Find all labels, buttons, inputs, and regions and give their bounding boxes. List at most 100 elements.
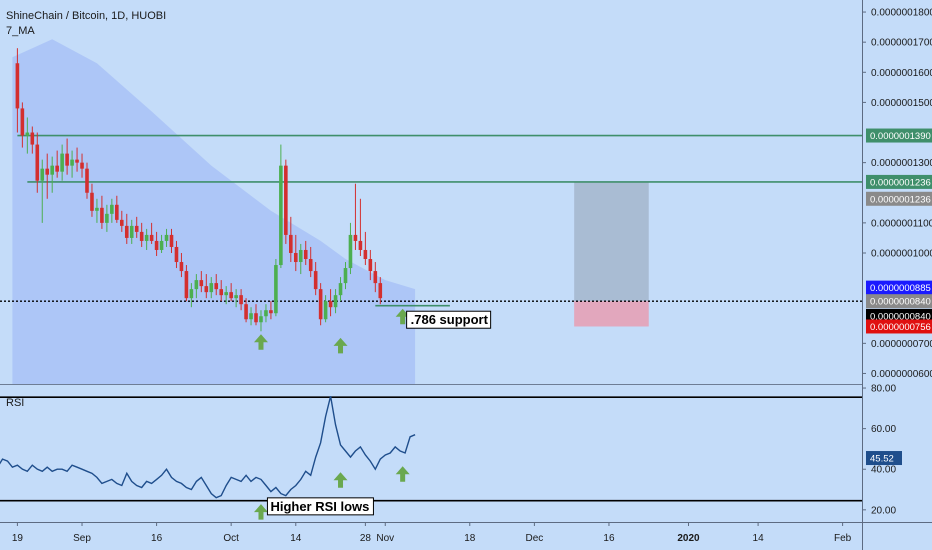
candle	[60, 144, 64, 181]
candle	[129, 219, 134, 244]
candle-body	[303, 249, 308, 260]
candle-body	[75, 159, 79, 163]
time-tick-label: 14	[753, 533, 765, 544]
time-tick-label: 28	[360, 533, 372, 544]
candle-body	[204, 286, 209, 293]
rsi-line[interactable]	[0, 396, 416, 499]
candle-body	[110, 204, 114, 214]
price-tag	[866, 128, 932, 143]
candle-body	[179, 262, 184, 272]
candle	[328, 289, 333, 317]
candle-body	[209, 283, 214, 293]
price-tick-label: 0.0000001100	[871, 218, 932, 229]
candle-body	[274, 265, 278, 314]
candle	[15, 48, 20, 133]
time-tick-label: Oct	[223, 533, 239, 544]
candle	[313, 262, 318, 296]
candle	[75, 147, 79, 172]
chart-title: ShineChain / Bitcoin, 1D, HUOBI	[6, 10, 166, 22]
candle	[189, 283, 194, 308]
rsi-tag-label: 45.52	[870, 454, 894, 465]
up-arrow-icon	[253, 504, 268, 520]
candle	[368, 249, 373, 281]
candle-body	[224, 292, 228, 296]
candle-body	[149, 234, 154, 241]
candle	[338, 277, 343, 302]
candle-body	[124, 225, 129, 238]
candle	[50, 156, 54, 193]
candle-body	[164, 234, 169, 241]
position-target-zone[interactable]	[574, 181, 649, 302]
candle-body	[65, 153, 69, 166]
candle-body	[293, 252, 298, 263]
price-tag-label: 0.0000001236	[870, 177, 931, 188]
candle	[154, 231, 159, 256]
price-tick-label: 0.0000000600	[871, 369, 932, 380]
rsi-tag	[866, 451, 902, 466]
price-tick-label: 0.0000001800	[871, 8, 932, 19]
rsi-tick-label: 60.00	[871, 424, 896, 435]
time-tick-label: 16	[603, 533, 615, 544]
candle	[25, 117, 30, 154]
candle	[244, 298, 248, 323]
price-tick-label: 0.0000001500	[871, 98, 932, 109]
candle-body	[269, 310, 273, 314]
price-tag	[866, 191, 932, 206]
price-tick-label: 0.0000001700	[871, 38, 932, 49]
candle	[124, 213, 129, 244]
candle	[303, 240, 308, 266]
candle	[164, 228, 169, 247]
candle	[269, 301, 273, 320]
candle-body	[30, 132, 35, 145]
candle-body	[378, 283, 383, 299]
candle	[85, 162, 89, 199]
price-tag	[866, 294, 932, 309]
candle-body	[189, 289, 194, 299]
candle	[105, 204, 109, 232]
candle-body	[139, 231, 144, 241]
position-stop-zone[interactable]	[574, 301, 649, 327]
candle	[343, 262, 348, 290]
candle	[159, 234, 164, 253]
rsi-label: RSI	[6, 397, 24, 409]
candle	[169, 228, 174, 253]
up-arrow-icon	[395, 308, 410, 325]
candle	[289, 216, 293, 263]
candle	[373, 262, 378, 293]
candle	[293, 234, 298, 272]
candle-body	[184, 271, 189, 299]
candle	[110, 198, 114, 223]
candle-body	[80, 162, 84, 169]
candle	[214, 274, 219, 296]
candle-body	[323, 301, 328, 320]
candle	[224, 286, 228, 305]
up-arrow-icon	[333, 337, 348, 354]
price-tag-label: 0.0000000885	[870, 283, 931, 294]
candle-body	[368, 259, 373, 272]
candle-body	[229, 292, 233, 299]
candle-body	[60, 153, 64, 172]
candle-body	[40, 168, 45, 181]
price-pane[interactable]: .786 support	[0, 39, 862, 384]
candle	[199, 271, 204, 293]
time-tick-label: 14	[290, 533, 302, 544]
candle	[30, 126, 35, 154]
candle	[100, 195, 104, 229]
rsi-pane[interactable]: Higher RSI lows	[0, 396, 862, 520]
candle-body	[239, 295, 243, 305]
rsi-tick-label: 20.00	[871, 505, 896, 516]
time-tick-label: Nov	[376, 533, 394, 544]
candle	[298, 243, 303, 275]
rsi-lows-label: Higher RSI lows	[270, 499, 369, 514]
candle-body	[279, 165, 283, 266]
candle	[55, 150, 59, 178]
up-arrow-icon	[395, 466, 410, 482]
candle-body	[264, 310, 268, 317]
candle	[95, 198, 99, 223]
candle-body	[219, 289, 224, 296]
candle-body	[105, 213, 109, 223]
time-tick-label: Feb	[834, 533, 852, 544]
candle	[259, 310, 263, 332]
candle-body	[134, 225, 139, 232]
